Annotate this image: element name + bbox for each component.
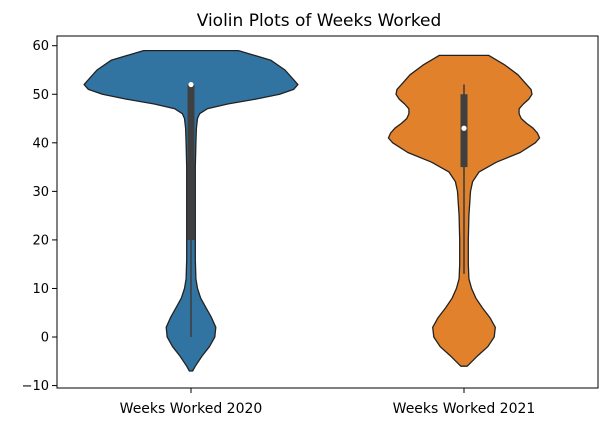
x-category-label: Weeks Worked 2020: [120, 401, 263, 417]
y-tick-label: 30: [32, 185, 49, 200]
y-tick-label: 60: [32, 39, 49, 54]
y-tick-label: 50: [32, 88, 49, 103]
y-tick-label: 0: [41, 331, 49, 346]
plot-frame: [56, 35, 599, 389]
violin-median-dot-2: [461, 125, 467, 131]
violins-layer: [83, 49, 541, 372]
x-category-label: Weeks Worked 2021: [393, 401, 536, 417]
y-tick-label: −10: [22, 379, 49, 394]
axes-layer: −10 0 10 20 30 40 50 60 Weeks Worked 2020 Weeks W…: [22, 35, 599, 417]
violin-median-dot-1: [188, 81, 194, 88]
y-tick-label: 20: [32, 233, 49, 248]
y-tick-label: 40: [32, 136, 49, 151]
y-tick-label: 10: [32, 282, 49, 297]
violin-iqr-box-1: [187, 84, 195, 240]
chart-title: Violin Plots of Weeks Worked: [197, 11, 442, 31]
